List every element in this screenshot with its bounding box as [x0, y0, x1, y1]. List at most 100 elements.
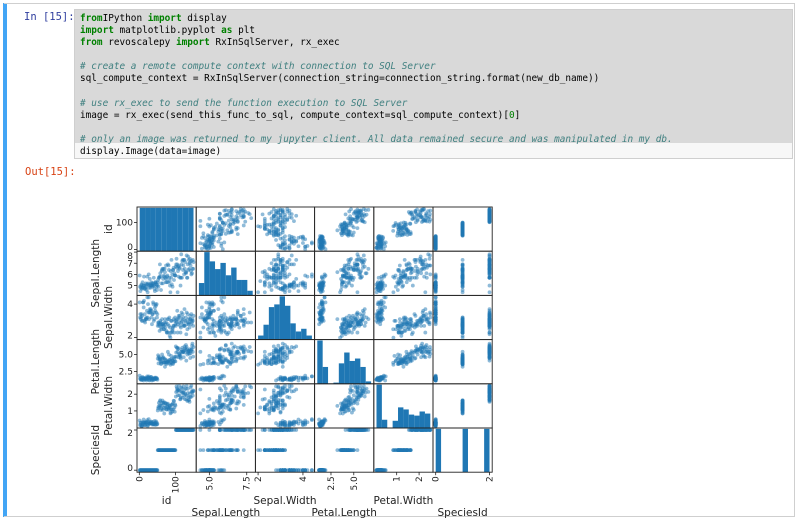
scatter-point: [355, 226, 360, 231]
code-lines[interactable]: fromIPython import display import matplot…: [80, 13, 673, 158]
scatter-point: [361, 253, 366, 258]
scatter-point: [287, 243, 292, 248]
scatter-point: [460, 318, 465, 323]
scatter-point: [180, 312, 185, 317]
scatter-point: [267, 409, 272, 414]
scatter-point: [301, 376, 305, 381]
scatter-point: [487, 271, 492, 276]
scatter-point: [287, 468, 292, 473]
scatter-point: [422, 354, 427, 359]
scatter-point: [379, 302, 384, 307]
scatter-point: [487, 349, 492, 354]
scatter-point: [160, 317, 164, 322]
scatter-point: [396, 282, 401, 287]
scatter-point: [377, 283, 382, 288]
scatter-point: [287, 377, 292, 382]
y-tick-label: 5: [127, 282, 133, 292]
code-line[interactable]: image = rx_exec(send_this_func_to_sql, c…: [80, 110, 673, 122]
scatter-point: [460, 278, 465, 282]
scatter-point: [319, 302, 324, 307]
scatter-point: [395, 288, 400, 292]
code-line[interactable]: # use rx_exec to send the function execu…: [80, 98, 673, 110]
scatter-point: [229, 317, 234, 322]
y-tick-label: 2: [127, 332, 133, 342]
scatter-point: [361, 389, 366, 394]
histogram-bar: [198, 283, 205, 296]
scatter-point: [198, 411, 203, 416]
scatter-point: [349, 448, 353, 452]
scatter-point: [285, 260, 290, 265]
scatter-point: [219, 313, 224, 318]
scatter-point: [155, 312, 160, 317]
scatter-point: [283, 288, 287, 292]
scatter-point: [241, 403, 246, 407]
histogram-bar: [484, 428, 490, 473]
scatter-point: [198, 218, 203, 223]
histogram-bar: [360, 366, 366, 384]
scatter-point: [410, 354, 415, 358]
scatter-point: [262, 361, 267, 366]
scatter-point: [207, 404, 212, 408]
scatter-point: [343, 332, 348, 337]
scatter-point: [150, 322, 154, 327]
code-line[interactable]: fromIPython import display: [80, 13, 673, 25]
scatter-point: [278, 349, 283, 354]
scatter-point: [433, 295, 438, 300]
scatter-point: [162, 411, 167, 416]
code-line[interactable]: [80, 86, 673, 98]
code-line[interactable]: display.Image(data=image): [80, 146, 673, 158]
scatter-point: [350, 330, 354, 335]
scatter-point: [217, 428, 222, 432]
code-line[interactable]: [80, 49, 673, 61]
scatter-point: [260, 358, 265, 363]
code-line[interactable]: # only an image was returned to my jupyt…: [80, 134, 673, 146]
x-tick-label: 2: [254, 476, 264, 482]
scatter-point: [208, 361, 213, 366]
scatter-point: [274, 284, 278, 289]
scatter-point: [217, 356, 222, 361]
scatter-point: [338, 335, 342, 340]
scatter-point: [207, 330, 212, 335]
scatter-point: [229, 388, 234, 393]
scatter-point: [256, 362, 260, 367]
histogram-bar: [236, 279, 242, 296]
scatter-point: [355, 290, 360, 295]
scatter-point: [487, 313, 492, 318]
scatter-point: [406, 325, 411, 330]
code-line[interactable]: sql_compute_context = RxInSqlServer(conn…: [80, 73, 673, 85]
scatter-point: [214, 448, 219, 452]
code-token: sql_compute_context = RxInSqlServer(conn…: [80, 73, 600, 85]
scatter-point: [155, 288, 159, 292]
scatter-point: [310, 417, 314, 422]
scatter-point: [163, 325, 168, 330]
code-line[interactable]: # create a remote compute context with c…: [80, 61, 673, 73]
scatter-point: [319, 288, 324, 292]
scatter-point: [285, 353, 290, 358]
scatter-point: [222, 417, 227, 422]
scatter-point: [223, 343, 228, 348]
scatter-point: [433, 377, 438, 382]
scatter-point: [322, 295, 327, 300]
scatter-point: [408, 275, 412, 280]
code-line[interactable]: from revoscalepy import RxInSqlServer, r…: [80, 37, 673, 49]
scatter-point: [155, 315, 159, 320]
code-token: ]: [514, 109, 521, 121]
code-line[interactable]: import matplotlib.pyplot as plt: [80, 25, 673, 37]
scatter-point: [460, 399, 465, 403]
scatter-point: [287, 383, 292, 388]
scatter-point: [226, 208, 231, 213]
scatter-point: [278, 448, 283, 452]
scatter-point: [207, 315, 212, 320]
y-axis-label: SpeciesId: [90, 425, 102, 475]
code-line[interactable]: [80, 122, 673, 134]
scatter-point: [207, 428, 212, 432]
scatter-point: [167, 315, 172, 320]
scatter-point: [343, 212, 348, 217]
scatter-point: [220, 403, 225, 408]
scatter-point: [280, 406, 285, 411]
scatter-point: [361, 310, 366, 315]
code-editor[interactable]: fromIPython import display import matplot…: [74, 9, 793, 159]
scatter-point: [234, 428, 239, 432]
y-tick-label: 6: [127, 270, 133, 280]
code-token: # only an image was returned to my jupyt…: [80, 133, 673, 145]
